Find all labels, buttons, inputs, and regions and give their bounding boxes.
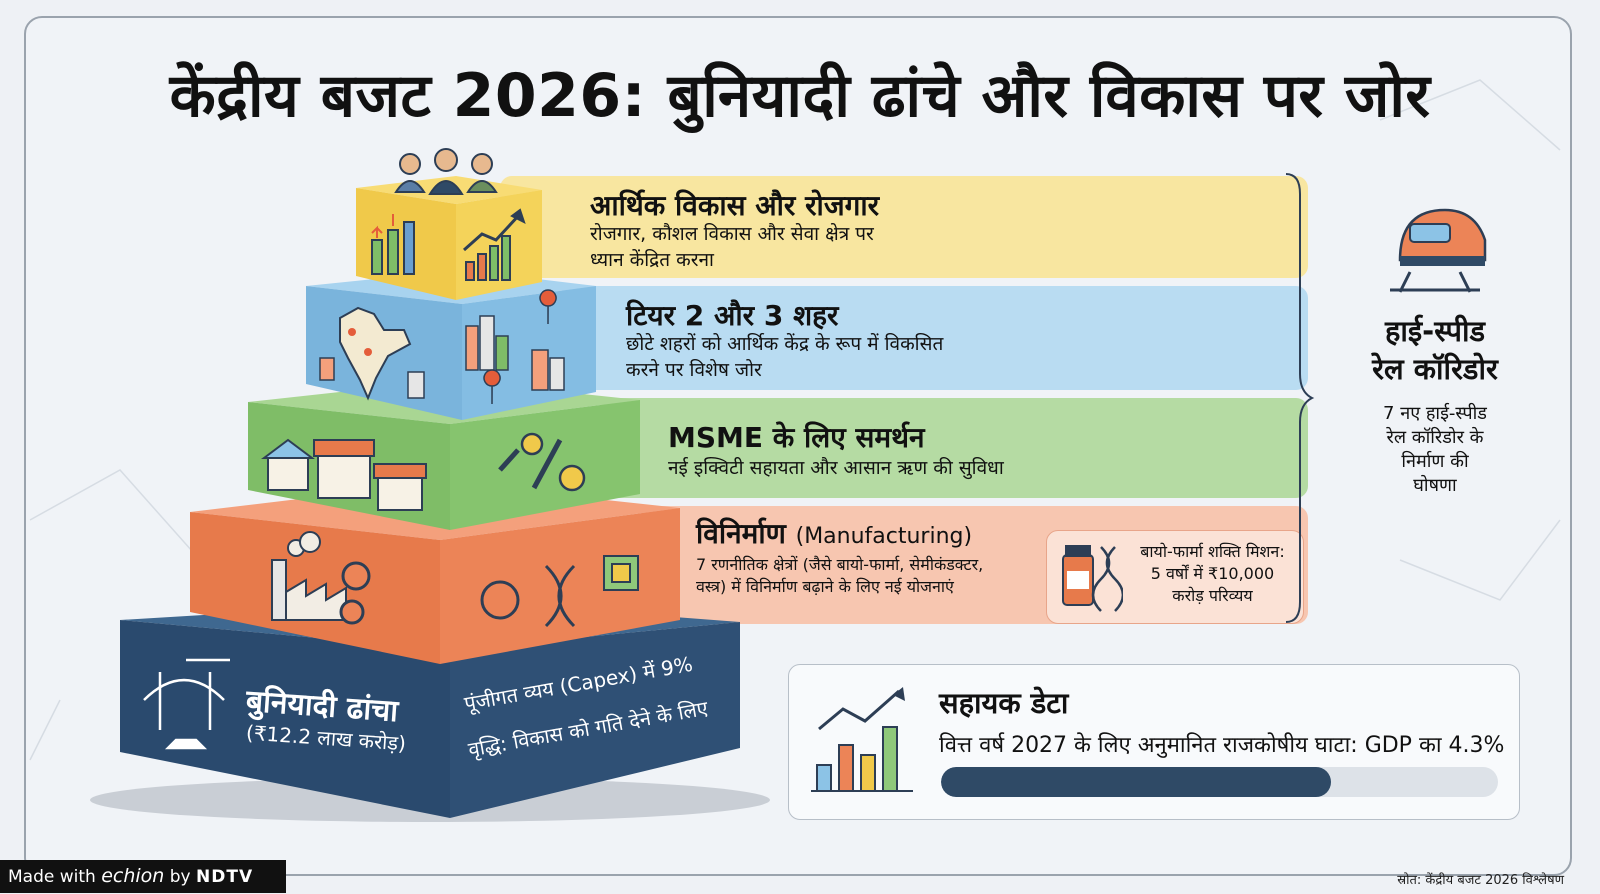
rail-title-line-2: रेल कॉरिडोर (1372, 352, 1498, 386)
location-pin-icon (483, 289, 557, 405)
rail-desc-line-1: 7 नए हाई-स्पीड (1383, 403, 1487, 424)
train-icon (1390, 208, 1487, 293)
tier-manufacturing-title-main: विनिर्माण (696, 517, 786, 550)
people-icon (394, 148, 498, 195)
shop-icon (261, 438, 427, 511)
chip-icon (603, 555, 639, 591)
tier-growth-desc-1: रोजगार, कौशल विकास और सेवा क्षेत्र पर (590, 223, 874, 245)
dna-icon (544, 564, 576, 628)
supporting-data-card: सहायक डेटा वित्त वर्ष 2027 के लिए अनुमान… (788, 664, 1520, 820)
rail-corridor-title: हाई-स्पीड रेल कॉरिडोर (1340, 312, 1530, 388)
tier-manufacturing-desc-2: वस्त्र) में विनिर्माण बढ़ाने के लिए नई य… (696, 577, 954, 596)
base-right-face (450, 622, 740, 818)
growth-chart-icon (463, 208, 526, 281)
rail-corridor-desc: 7 नए हाई-स्पीड रेल कॉरिडोर के निर्माण की… (1340, 402, 1530, 498)
page-title: केंद्रीय बजट 2026: बुनियादी ढांचे और विक… (169, 61, 1431, 131)
bracket-brace (1285, 173, 1315, 623)
bar-chart-icon (811, 687, 913, 792)
medicine-bottle-icon (1062, 545, 1123, 612)
pharma-mission-text: बायो-फार्मा शक्ति मिशन: 5 वर्षों में ₹10… (1125, 541, 1300, 607)
rail-corridor-panel: हाई-स्पीड रेल कॉरिडोर 7 नए हाई-स्पीड रेल… (1340, 200, 1530, 498)
bridge-crane-icon (143, 658, 230, 750)
rail-title-line-1: हाई-स्पीड (1385, 314, 1485, 348)
tier-cities-desc-1: छोटे शहरों को आर्थिक केंद्र के रूप में व… (626, 333, 944, 355)
tier-cities-title: टियर 2 और 3 शहर (626, 299, 839, 332)
pharma-line-2: 5 वर्षों में ₹10,000 (1150, 564, 1275, 583)
supporting-data-title: सहायक डेटा (939, 686, 1069, 720)
fiscal-deficit-progress (941, 767, 1498, 797)
india-map-icon (339, 306, 412, 401)
echion-logo: echion (101, 865, 165, 887)
growth-people-icon (371, 214, 415, 275)
band-economic-growth (500, 176, 1308, 278)
band-msme (600, 398, 1308, 498)
band-tier-cities (560, 286, 1308, 390)
tier-growth-desc-2: ध्यान केंद्रित करना (590, 249, 714, 271)
tier-msme-title: MSME के लिए समर्थन (668, 421, 925, 454)
tier-cities-desc-2: करने पर विशेष जोर (626, 359, 762, 381)
tier-manufacturing-title: विनिर्माण (Manufacturing) (696, 514, 972, 552)
fiscal-deficit-text: वित्त वर्ष 2027 के लिए अनुमानित राजकोषीय… (939, 733, 1505, 758)
tier-manufacturing-desc-1: 7 रणनीतिक क्षेत्रों (जैसे बायो-फार्मा, स… (696, 555, 984, 574)
made-with-text: Made with (8, 867, 96, 887)
pharma-line-3: करोड़ परिव्यय (1172, 586, 1253, 605)
factory-icon (271, 531, 347, 621)
manufacturing-left-face (190, 512, 440, 664)
rail-desc-line-2: रेल कॉरिडोर के (1386, 427, 1484, 448)
rail-desc-line-4: घोषणा (1413, 475, 1457, 496)
made-with-badge[interactable]: Made with echion by NDTV (0, 860, 286, 893)
tier-growth-title: आर्थिक विकास और रोजगार (590, 189, 880, 222)
source-note: स्रोत: केंद्रीय बजट 2026 विश्लेषण (1397, 873, 1564, 888)
tier-msme-desc-1: नई इक्विटी सहायता और आसान ऋण की सुविधा (668, 457, 1004, 479)
base-left-face (120, 620, 450, 818)
tier-manufacturing-title-sub: (Manufacturing) (795, 524, 973, 549)
pharma-line-1: बायो-फार्मा शक्ति मिशन: (1140, 542, 1285, 561)
by-text: by (169, 867, 191, 887)
progress-fill (941, 767, 1331, 797)
city-buildings-icon (319, 315, 565, 399)
ndtv-logo: NDTV (196, 867, 254, 887)
gear-icon (339, 561, 520, 625)
pharma-mission-box: बायो-फार्मा शक्ति मिशन: 5 वर्षों में ₹10… (1046, 530, 1304, 624)
rail-desc-line-3: निर्माण की (1401, 451, 1469, 472)
wrench-gear-icon (498, 432, 586, 492)
